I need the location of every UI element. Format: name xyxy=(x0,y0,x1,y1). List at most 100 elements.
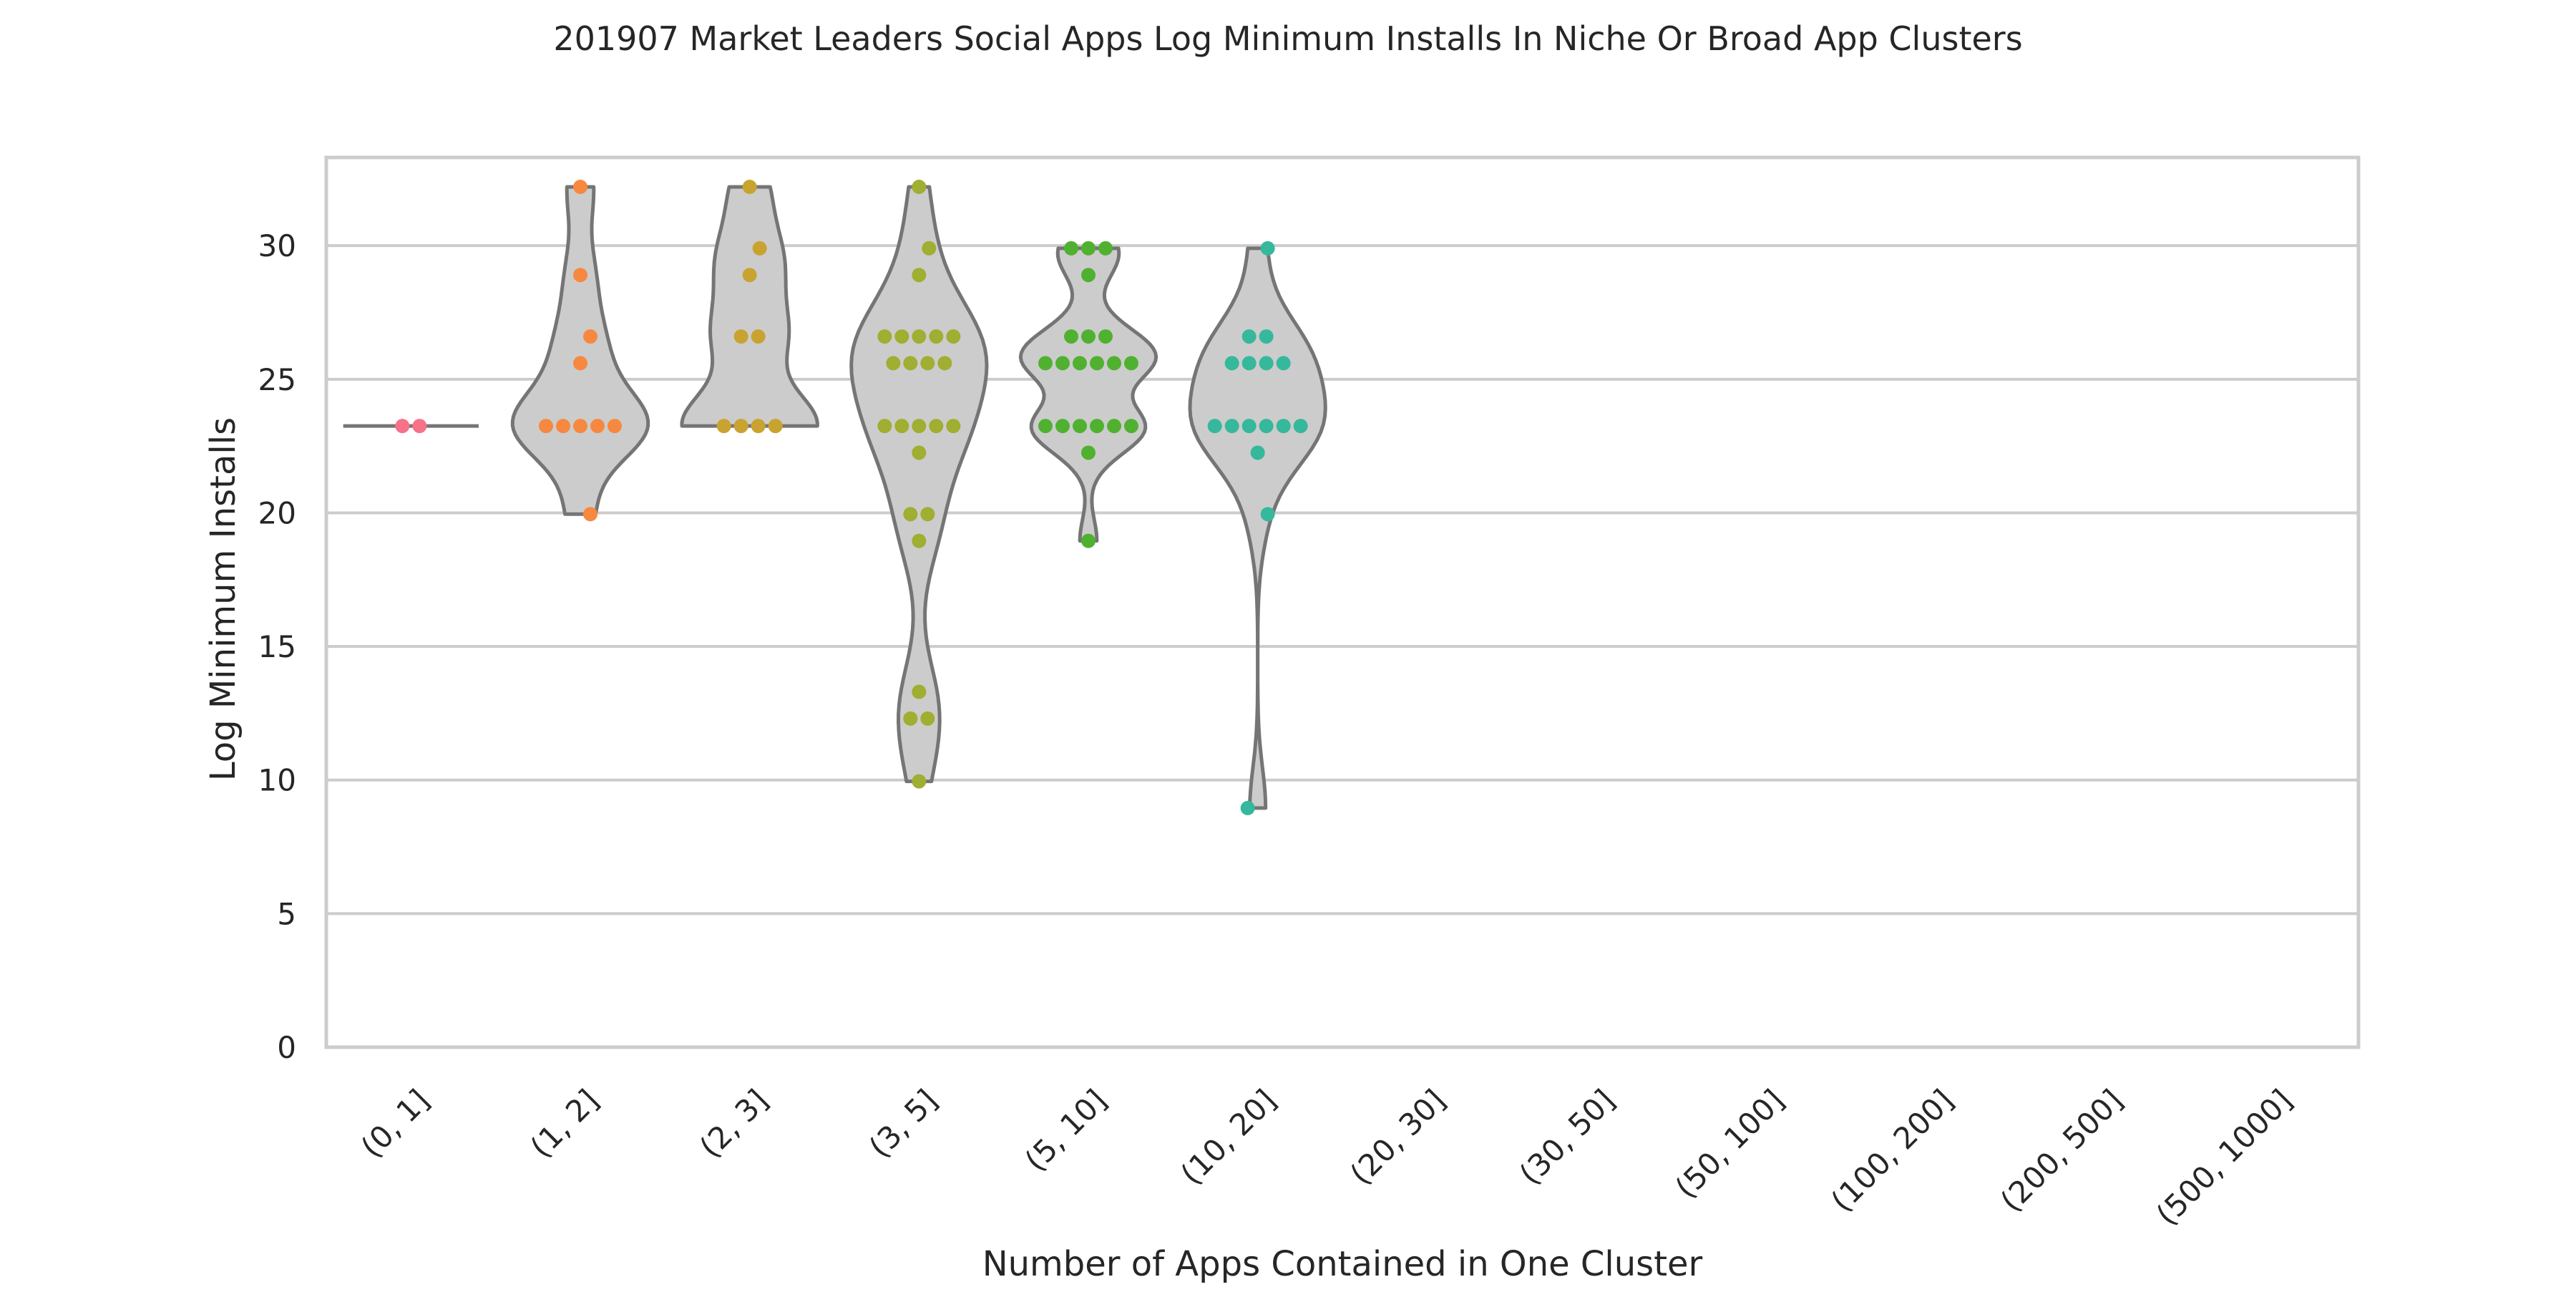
y-tick-label: 0 xyxy=(277,1030,296,1065)
data-point xyxy=(903,711,918,726)
x-tick-label: (100, 200] xyxy=(1824,1082,1960,1218)
x-axis-label: Number of Apps Contained in One Cluster xyxy=(982,1244,1703,1284)
data-point xyxy=(920,356,935,371)
data-point xyxy=(1098,241,1113,256)
x-tick-label: (5, 10] xyxy=(1018,1082,1113,1177)
x-tick-label: (50, 100] xyxy=(1669,1082,1791,1205)
data-point xyxy=(912,533,927,548)
data-point xyxy=(1081,268,1096,283)
data-point xyxy=(716,419,731,434)
data-point xyxy=(395,419,410,434)
x-tick-label: (1, 2] xyxy=(524,1082,605,1164)
violin-shape xyxy=(1188,246,1327,810)
data-point xyxy=(742,268,757,283)
data-point xyxy=(912,180,927,195)
data-point xyxy=(1250,445,1265,460)
data-point xyxy=(1241,419,1257,434)
x-tick-label: (20, 30] xyxy=(1343,1082,1452,1191)
data-point xyxy=(1107,419,1121,434)
y-tick-label: 10 xyxy=(258,763,296,798)
data-point xyxy=(1064,329,1078,344)
data-point xyxy=(912,684,927,699)
data-point xyxy=(752,241,767,256)
data-point xyxy=(1055,356,1070,371)
data-point xyxy=(733,419,748,434)
data-point xyxy=(877,329,892,344)
data-point xyxy=(912,419,927,434)
x-tick-label: (500, 1000] xyxy=(2150,1082,2299,1232)
data-point xyxy=(768,419,783,434)
data-point xyxy=(583,329,597,344)
violin-shape xyxy=(1018,246,1158,543)
data-point xyxy=(590,419,605,434)
data-point xyxy=(556,419,570,434)
y-tick-label: 30 xyxy=(258,228,296,263)
data-point xyxy=(573,268,587,283)
x-tick-label: (3, 5] xyxy=(862,1082,944,1164)
data-point xyxy=(1240,800,1255,815)
plot-frame xyxy=(324,155,2361,1049)
data-point xyxy=(1276,356,1291,371)
data-point xyxy=(920,711,935,726)
violin-shape xyxy=(510,185,650,516)
data-point xyxy=(1064,241,1078,256)
data-point xyxy=(742,180,757,195)
data-point xyxy=(1241,356,1257,371)
data-point xyxy=(912,774,927,789)
data-point xyxy=(903,507,918,522)
data-point xyxy=(1107,356,1121,371)
data-point xyxy=(937,356,952,371)
chart-title: 201907 Market Leaders Social Apps Log Mi… xyxy=(553,19,2022,58)
data-point xyxy=(1241,329,1257,344)
data-point xyxy=(1090,356,1104,371)
y-tick-label: 20 xyxy=(258,495,296,530)
gridlines xyxy=(326,244,2358,1049)
data-point xyxy=(573,180,587,195)
data-point xyxy=(1038,356,1053,371)
data-point xyxy=(412,419,427,434)
data-point xyxy=(573,419,587,434)
data-point xyxy=(1224,356,1239,371)
data-point xyxy=(751,329,766,344)
data-point xyxy=(877,419,892,434)
x-tick-label: (2, 3] xyxy=(693,1082,774,1164)
data-point xyxy=(1259,419,1274,434)
data-point xyxy=(1073,356,1087,371)
data-point xyxy=(573,356,587,371)
y-tick-label: 25 xyxy=(258,362,296,397)
data-point xyxy=(1124,419,1138,434)
data-point xyxy=(920,507,935,522)
x-tick-label: (200, 500] xyxy=(1994,1082,2129,1218)
data-point xyxy=(1073,419,1087,434)
data-point xyxy=(1260,507,1275,522)
data-point xyxy=(1081,329,1096,344)
data-point xyxy=(1038,419,1053,434)
data-point xyxy=(903,356,918,371)
data-point xyxy=(608,419,622,434)
data-point xyxy=(733,329,748,344)
data-point xyxy=(1224,419,1239,434)
y-tick-labels: 0 5 10 15 20 25 30 xyxy=(258,228,296,1065)
data-point xyxy=(1259,329,1274,344)
data-point xyxy=(1055,419,1070,434)
data-point xyxy=(1081,533,1096,548)
data-point xyxy=(1259,356,1274,371)
data-point xyxy=(1260,241,1275,256)
data-point xyxy=(1293,419,1308,434)
x-tick-label: (10, 20] xyxy=(1174,1082,1282,1191)
data-point xyxy=(929,419,944,434)
data-point xyxy=(946,419,961,434)
data-point xyxy=(1081,445,1096,460)
data-point xyxy=(894,329,909,344)
data-point xyxy=(1276,419,1291,434)
data-point xyxy=(886,356,901,371)
data-point xyxy=(1124,356,1138,371)
data-point xyxy=(1090,419,1104,434)
data-point xyxy=(946,329,961,344)
data-point xyxy=(912,329,927,344)
data-point xyxy=(922,241,937,256)
x-tick-label: (30, 50] xyxy=(1513,1082,1621,1191)
data-point xyxy=(912,445,927,460)
